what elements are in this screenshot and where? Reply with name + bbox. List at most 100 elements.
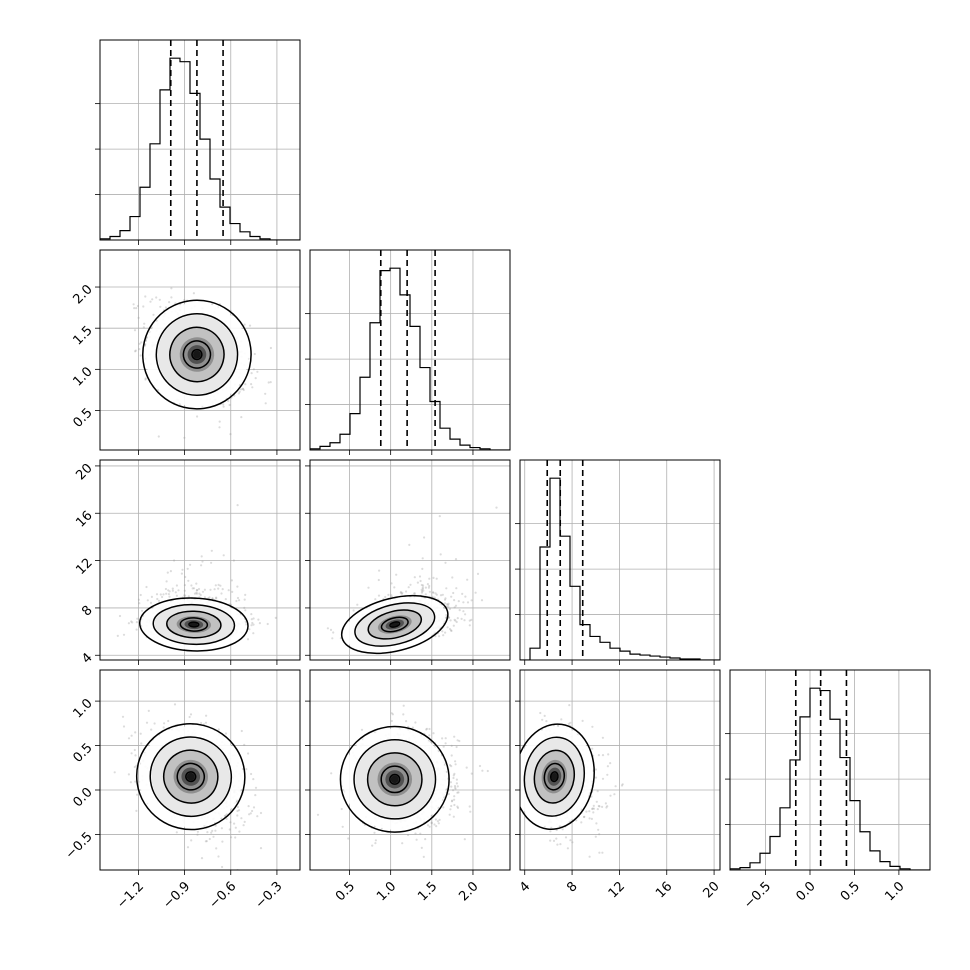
contour-level	[155, 313, 239, 397]
density-body	[113, 703, 263, 870]
y-tick-label: 20	[73, 461, 95, 483]
y-tick-label: −0.5	[63, 829, 96, 862]
contour-level	[543, 762, 566, 791]
x-tick-label: −0.6	[206, 879, 239, 912]
contour-level	[380, 765, 410, 794]
contour-level	[176, 762, 206, 791]
x-tick-label: −0.3	[253, 879, 286, 912]
contour-level	[380, 616, 409, 633]
density-shading	[145, 302, 249, 407]
x-tick-label: 0.0	[793, 879, 818, 904]
contour-level	[166, 610, 222, 639]
contour-level	[182, 340, 212, 369]
density-body	[520, 704, 624, 858]
gridlines	[310, 250, 510, 450]
x-tick-label: 0.5	[838, 879, 863, 904]
y-tick-label: 1.0	[70, 696, 95, 721]
gridlines	[100, 250, 300, 450]
contours	[138, 597, 249, 652]
y-tick-label: 2.0	[70, 282, 95, 307]
x-tick-label: 1.5	[415, 879, 440, 904]
axes-frame	[519, 669, 721, 871]
density-shading	[142, 599, 246, 650]
x-tick-label: 0.5	[333, 879, 358, 904]
x-tick-label: 8	[564, 879, 580, 895]
histogram-steps	[100, 57, 300, 240]
density-shading	[139, 726, 243, 828]
contour-level	[549, 771, 559, 783]
contour-level	[135, 723, 246, 831]
contour-level	[149, 736, 233, 818]
histogram-steps	[310, 267, 510, 450]
y-tick-label: 12	[73, 556, 95, 578]
scatter-panel-p2-p3	[305, 459, 511, 665]
density-body	[116, 504, 277, 652]
y-tick-label: 8	[79, 603, 95, 619]
y-tick-label: 0.5	[70, 741, 95, 766]
gridlines	[520, 460, 720, 660]
contours	[520, 723, 595, 830]
density-body	[326, 506, 498, 655]
axes-frame	[99, 669, 301, 871]
x-tick-label: 1.0	[374, 879, 399, 904]
contour-level	[142, 299, 252, 410]
contours	[340, 594, 449, 655]
contour-level	[520, 723, 595, 830]
y-tick-label: 1.5	[70, 323, 95, 348]
contours	[135, 723, 246, 831]
x-tick-label: 12	[606, 879, 628, 901]
gridlines	[730, 670, 930, 870]
scatter-panel-p1-p4: −0.5 0.0 0.5 1.0 −1.2 −0.9 −0.6 −0.3	[63, 669, 301, 912]
density-shading	[342, 728, 447, 830]
contours	[339, 725, 450, 833]
axes-frame	[519, 459, 721, 661]
contour-level	[179, 617, 209, 632]
scatter-panel-p1-p2: 0.5 1.0 1.5 2.0	[70, 249, 301, 455]
contours	[142, 299, 252, 410]
axes-frame	[309, 669, 511, 871]
contour-level	[367, 609, 423, 640]
contour-level	[340, 594, 449, 655]
contour-level	[353, 738, 437, 820]
contour-level	[152, 603, 236, 646]
x-tick-label: 4	[517, 879, 533, 895]
axes-frame	[99, 39, 301, 241]
hist-panel-p1	[95, 39, 301, 245]
y-tick-label: 4	[79, 650, 95, 666]
gridlines	[100, 40, 300, 240]
density-body	[316, 704, 489, 859]
contour-level	[188, 621, 200, 628]
y-tick-label: 0.5	[70, 406, 95, 431]
histogram-steps	[730, 687, 930, 870]
contour-level	[162, 749, 219, 804]
x-tick-label: −0.9	[160, 879, 193, 912]
axes-frame	[309, 249, 511, 451]
y-tick-label: 16	[73, 508, 95, 530]
scatter-panel-p2-p4: 0.5 1.0 1.5 2.0	[305, 669, 511, 904]
y-tick-label: 1.0	[70, 364, 95, 389]
x-tick-label: 16	[653, 879, 675, 901]
contour-level	[366, 752, 423, 807]
axes-frame	[99, 459, 301, 661]
contour-level	[169, 326, 225, 383]
x-tick-label: 1.0	[882, 879, 907, 904]
axes-frame	[309, 459, 511, 661]
hist-panel-p2	[305, 249, 511, 455]
contour-level	[389, 773, 401, 785]
hist-panel-p3	[515, 459, 721, 665]
contour-level	[339, 725, 450, 833]
axes-frame	[99, 249, 301, 451]
y-tick-label: 0.0	[70, 785, 95, 810]
hist-panel-p4: −0.5 0.0 0.5 1.0	[725, 669, 931, 912]
axes-frame	[729, 669, 931, 871]
contour-level	[533, 749, 576, 804]
density-shading	[344, 597, 446, 652]
histogram-steps	[520, 477, 720, 660]
contour-level	[138, 597, 249, 652]
contour-level	[191, 348, 203, 361]
density-body	[132, 287, 272, 439]
x-tick-label: −1.2	[114, 879, 147, 912]
x-tick-label: 20	[700, 879, 722, 901]
contour-level	[354, 602, 436, 647]
